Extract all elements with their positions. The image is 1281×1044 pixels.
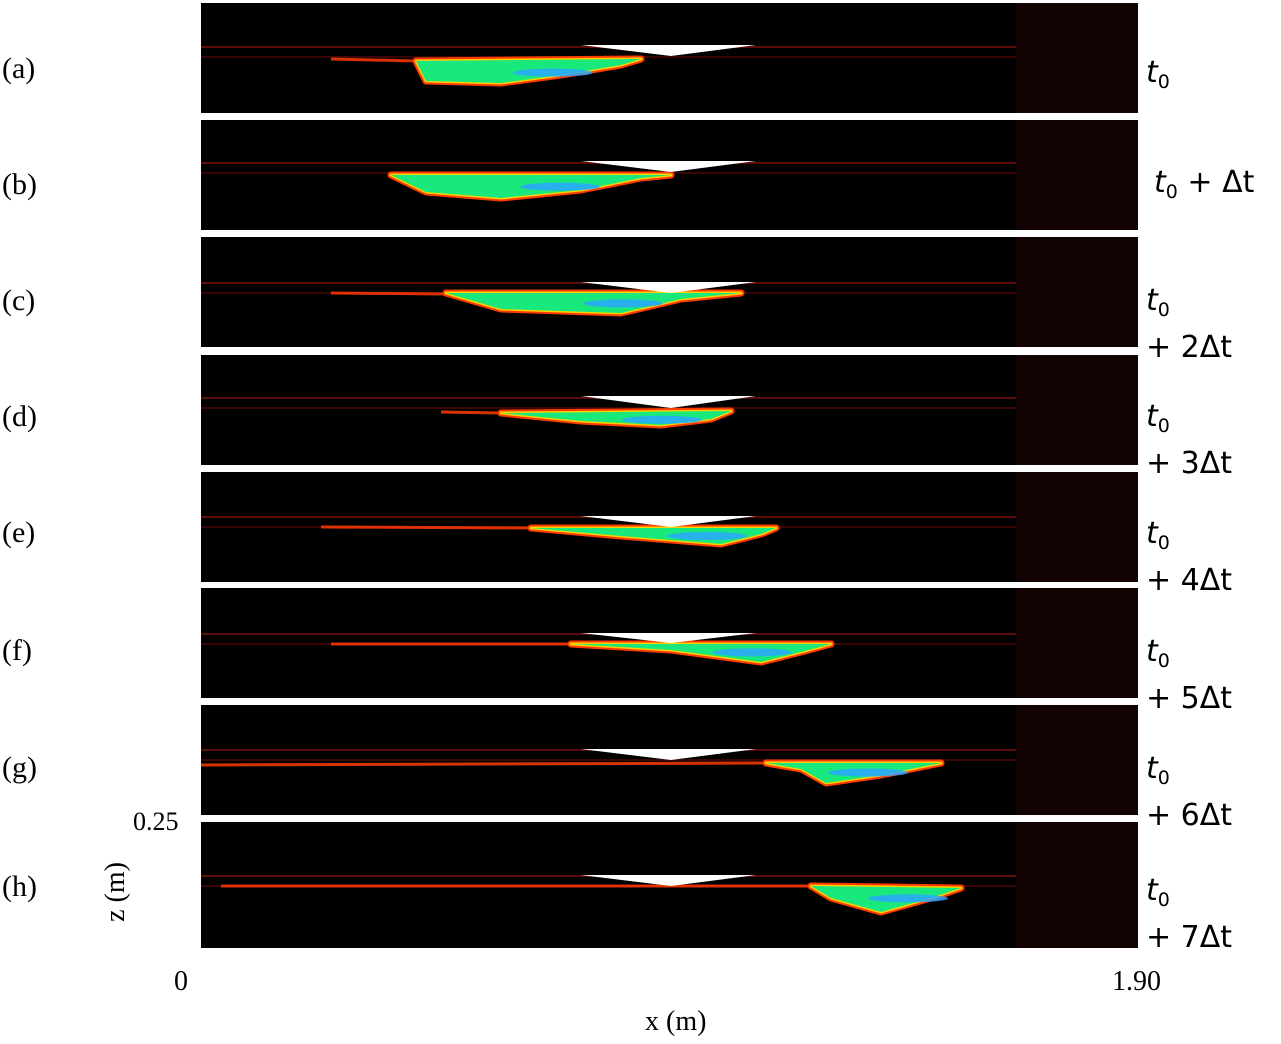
panel-label-h: (h) — [2, 870, 37, 903]
time-subscript: 0 — [1157, 767, 1170, 789]
flow-image-shape — [330, 57, 417, 63]
time-label-h: t0 + 7Δt — [1146, 872, 1281, 957]
panel-image-h — [201, 822, 1138, 948]
x-axis-label: x (m) — [645, 1006, 707, 1037]
x-min-label: 0 — [174, 966, 188, 997]
flow-image-shape — [440, 410, 502, 415]
z-axis-label: z (m) — [99, 862, 131, 922]
panel-label-c: (c) — [2, 284, 36, 317]
time-offset: + 3Δt — [1146, 446, 1233, 481]
time-offset: + 4Δt — [1146, 563, 1233, 598]
time-symbol: t — [1146, 283, 1158, 318]
time-symbol: t — [1146, 399, 1158, 434]
flow-image-shape — [1016, 120, 1138, 230]
flow-image-shape — [330, 291, 447, 296]
panel-label-g: (g) — [2, 751, 37, 784]
time-label-f: t0 + 5Δt — [1146, 633, 1281, 718]
time-subscript: 0 — [1157, 71, 1170, 93]
time-offset: + 7Δt — [1146, 920, 1233, 955]
time-offset: + 2Δt — [1146, 330, 1233, 365]
flow-image-shape — [581, 45, 756, 56]
flow-image-shape — [581, 633, 756, 643]
time-offset: + 5Δt — [1146, 681, 1233, 716]
flow-image-shape — [712, 648, 792, 657]
flow-image-shape — [571, 644, 831, 662]
time-subscript: 0 — [1157, 650, 1170, 672]
flow-image-shape — [201, 761, 767, 767]
time-symbol: t — [1154, 165, 1166, 200]
time-symbol: t — [1146, 55, 1158, 90]
panel-label-d: (d) — [2, 400, 37, 433]
time-label-c: t0 + 2Δt — [1146, 282, 1281, 367]
time-offset: + 6Δt — [1146, 798, 1233, 833]
flow-image-shape — [581, 282, 756, 293]
flow-image-shape — [868, 894, 948, 903]
time-label-d: t0 + 3Δt — [1146, 398, 1281, 483]
time-offset: + Δt — [1177, 165, 1255, 200]
time-symbol: t — [1146, 751, 1158, 786]
time-symbol: t — [1146, 634, 1158, 669]
panel-image-f — [201, 588, 1138, 698]
flow-image-shape — [667, 532, 747, 540]
flow-image-shape — [581, 161, 756, 172]
flow-image-shape — [581, 516, 756, 527]
time-label-g: t0 + 6Δt — [1146, 750, 1281, 835]
flow-image-shape — [581, 396, 756, 408]
flow-image-shape — [622, 415, 702, 424]
flow-image-shape — [531, 528, 776, 544]
panel-label-b: (b) — [2, 168, 37, 201]
flow-image-shape — [1016, 588, 1138, 698]
panel-image-c — [201, 237, 1138, 347]
flow-image-shape — [320, 525, 532, 530]
flow-image-shape — [583, 299, 663, 308]
panel-label-e: (e) — [2, 516, 36, 549]
flow-image-shape — [1016, 472, 1138, 582]
time-label-e: t0 + 4Δt — [1146, 515, 1281, 600]
time-subscript: 0 — [1157, 532, 1170, 554]
flow-image-shape — [581, 749, 756, 760]
panel-image-e — [201, 472, 1138, 582]
panel-label-f: (f) — [2, 634, 32, 667]
flow-image-shape — [1016, 822, 1138, 948]
flow-image-shape — [581, 875, 756, 886]
z-tick-label: 0.25 — [133, 807, 179, 836]
time-subscript: 0 — [1157, 415, 1170, 437]
panel-image-d — [201, 355, 1138, 465]
flow-image-shape — [1016, 237, 1138, 347]
flow-image-shape — [1016, 355, 1138, 465]
time-subscript: 0 — [1165, 181, 1178, 203]
flow-image-shape — [828, 768, 908, 777]
time-symbol: t — [1146, 873, 1158, 908]
panel-image-b — [201, 120, 1138, 230]
time-subscript: 0 — [1157, 889, 1170, 911]
flow-image-shape — [1016, 705, 1138, 815]
time-label-a: t0 — [1146, 54, 1281, 101]
time-label-b: t0 + Δt — [1154, 164, 1281, 211]
time-symbol: t — [1146, 516, 1158, 551]
panel-label-a: (a) — [2, 52, 36, 85]
x-max-label: 1.90 — [1112, 966, 1161, 997]
flow-image-shape — [512, 68, 593, 77]
panel-image-g — [201, 705, 1138, 815]
flow-image-shape — [1016, 3, 1138, 113]
flow-image-shape — [520, 182, 601, 191]
panel-image-a — [201, 3, 1138, 113]
time-subscript: 0 — [1157, 299, 1170, 321]
